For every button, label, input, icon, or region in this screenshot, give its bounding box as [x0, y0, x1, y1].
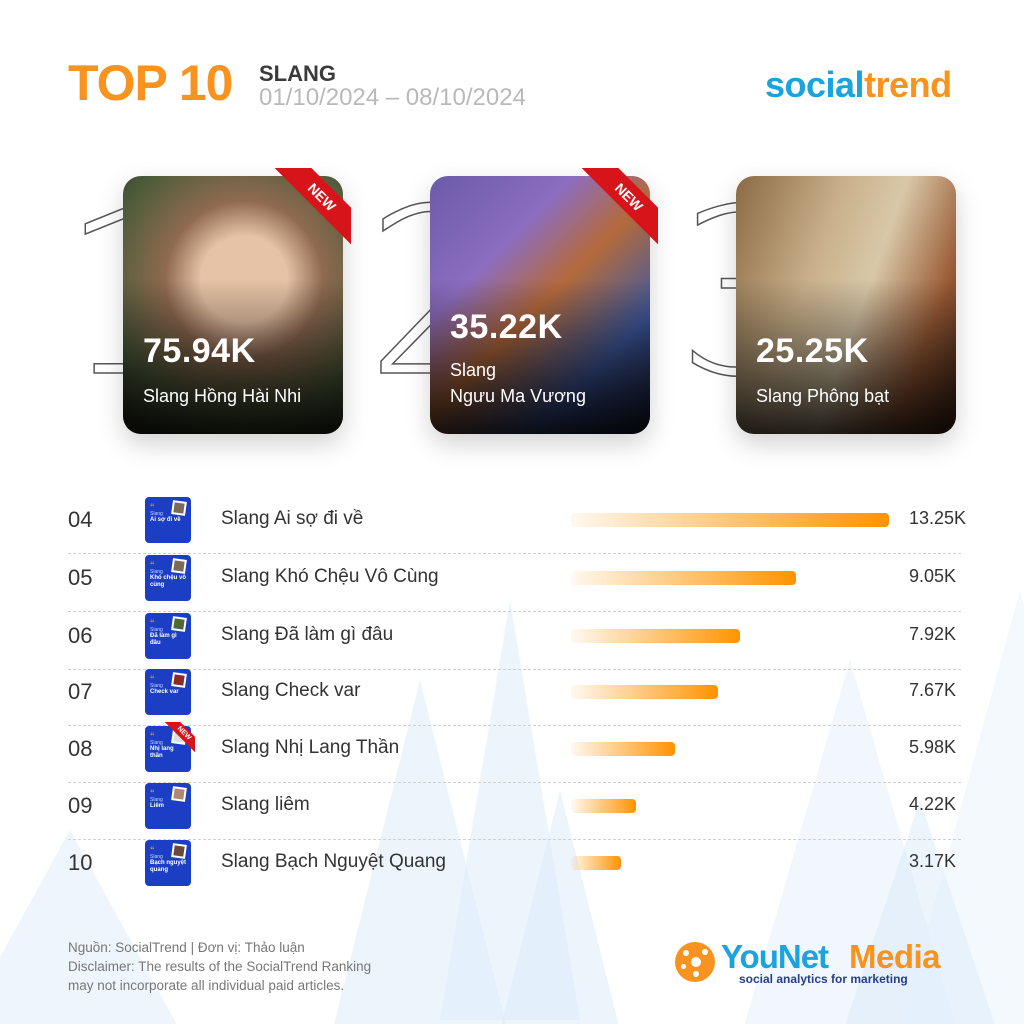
list-item[interactable]: 05 “Slang Khó chệu vô cùng Slang Khó Chệu… [68, 555, 968, 612]
podium-value-3: 25.25K [756, 332, 869, 370]
thumbnail: “Slang Check var [145, 669, 191, 715]
slang-label: Slang Khó Chệu Vô Cùng [221, 566, 439, 587]
value-label: 5.98K [909, 737, 957, 757]
divider [68, 725, 961, 726]
thumbnail: “Slang Ai sợ đi về [145, 497, 191, 543]
rank-number: 09 [68, 793, 93, 818]
divider [68, 782, 961, 783]
slang-label: Slang Nhị Lang Thần [221, 737, 400, 758]
podium-value-1: 75.94K [143, 332, 256, 370]
category-label: SLANG [259, 61, 336, 86]
divider [68, 611, 961, 612]
value-bar [571, 742, 675, 756]
new-badge-2: NEW [578, 168, 658, 248]
divider [68, 553, 961, 554]
younet-tagline: social analytics for marketing [739, 972, 908, 986]
value-label: 3.17K [909, 851, 957, 871]
rank-number: 08 [68, 736, 93, 761]
podium-label-2a: Slang [450, 360, 497, 380]
thumbnail: “Slang Bạch nguyệt quang [145, 840, 191, 886]
thumbnail: “Slang Khó chệu vô cùng [145, 555, 191, 601]
thumbnail: “Slang Đã làm gì đâu [145, 613, 191, 659]
value-bar [571, 799, 636, 813]
list-item[interactable]: 06 “Slang Đã làm gì đâu Slang Đã làm gì đ… [68, 613, 968, 670]
page-title: TOP 10 [68, 55, 233, 111]
value-bar [571, 513, 889, 527]
network-icon [675, 942, 715, 982]
younet-word: YouNet [721, 938, 829, 975]
brand-part2: trend [864, 64, 952, 105]
value-bar [571, 685, 718, 699]
slang-label: Slang Bạch Nguyệt Quang [221, 851, 446, 872]
rank-number: 10 [68, 850, 93, 875]
slang-label: Slang liêm [221, 794, 310, 815]
slang-label: Slang Ai sợ đi về [221, 508, 364, 529]
disclaimer-line1: Disclaimer: The results of the SocialTre… [68, 959, 372, 974]
podium-label-1: Slang Hồng Hài Nhi [143, 386, 302, 406]
new-badge: NEW [161, 722, 195, 756]
divider [68, 669, 961, 670]
rank-number: 04 [68, 507, 93, 532]
slang-label: Slang Đã làm gì đâu [221, 624, 394, 645]
rank-number: 07 [68, 679, 93, 704]
rank-number: 05 [68, 565, 93, 590]
value-bar [571, 856, 621, 870]
source-note: Nguồn: SocialTrend | Đơn vị: Thảo luận [68, 940, 305, 955]
divider [68, 839, 961, 840]
podium-label-2b: Ngưu Ma Vương [450, 386, 586, 406]
socialtrend-logo: socialtrend [765, 64, 952, 106]
list-item[interactable]: 07 “Slang Check var Slang Check var 7.67K [68, 669, 968, 726]
value-label: 13.25K [909, 508, 967, 528]
slang-label: Slang Check var [221, 680, 361, 701]
media-word: Media [849, 938, 941, 975]
footer-notes: Nguồn: SocialTrend | Đơn vị: Thảo luận D… [68, 938, 371, 995]
list-item[interactable]: 04 “Slang Ai sợ đi về Slang Ai sợ đi về 1… [68, 497, 968, 554]
value-label: 9.05K [909, 566, 957, 586]
thumbnail: “Slang Liêm [145, 783, 191, 829]
new-badge-1: NEW [271, 168, 351, 248]
value-label: 4.22K [909, 794, 957, 814]
podium-card-3[interactable]: 25.25K Slang Phông bạt [736, 176, 956, 434]
value-label: 7.92K [909, 624, 957, 644]
value-bar [571, 629, 740, 643]
disclaimer-line2: may not incorporate all individual paid … [68, 978, 345, 993]
brand-part1: social [765, 64, 865, 105]
podium-label-3: Slang Phông bạt [756, 386, 890, 406]
rank-number: 06 [68, 623, 93, 648]
list-item[interactable]: 09 “Slang Liêm Slang liêm 4.22K [68, 783, 968, 840]
list-item[interactable]: 08 “Slang Nhị lang thần NEW Slang Nhị Lan… [68, 722, 968, 783]
value-label: 7.67K [909, 680, 957, 700]
podium-card-1[interactable]: 75.94K Slang Hồng Hài Nhi [123, 176, 343, 434]
value-bar [571, 571, 796, 585]
date-range: 01/10/2024 – 08/10/2024 [259, 84, 526, 111]
podium-card-2[interactable]: 35.22K Slang Ngưu Ma Vương [430, 176, 650, 434]
list-item[interactable]: 10 “Slang Bạch nguyệt quang Slang Bạch Ng… [68, 840, 968, 897]
podium-value-2: 35.22K [450, 308, 563, 346]
